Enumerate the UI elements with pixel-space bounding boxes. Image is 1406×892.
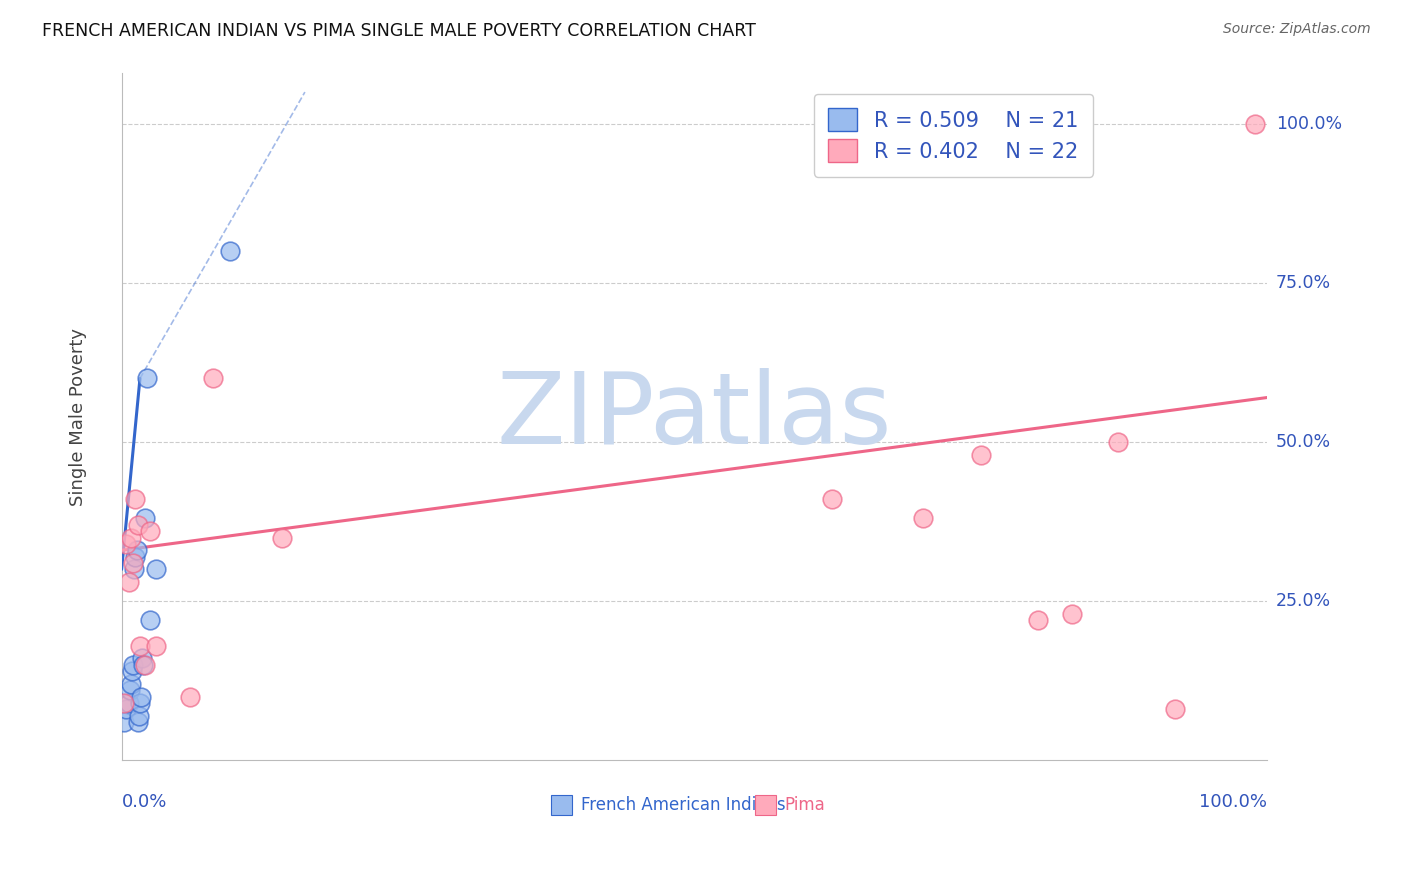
FancyBboxPatch shape (551, 796, 572, 814)
Point (121, 664, 143, 678)
FancyBboxPatch shape (755, 796, 776, 814)
Point (129, 690, 152, 704)
Text: 0.0%: 0.0% (122, 793, 167, 812)
Point (145, 562, 167, 576)
Point (131, 651, 153, 665)
Text: Source: ZipAtlas.com: Source: ZipAtlas.com (1223, 22, 1371, 37)
Point (117, 696, 139, 710)
Text: 50.0%: 50.0% (1277, 434, 1331, 451)
Text: 75.0%: 75.0% (1277, 274, 1331, 292)
Text: Single Male Poverty: Single Male Poverty (69, 327, 87, 506)
Point (115, 537, 138, 551)
Point (125, 543, 148, 558)
Point (122, 556, 145, 570)
Point (1107, 435, 1129, 450)
Point (912, 511, 935, 525)
Point (139, 524, 162, 539)
Point (1244, 117, 1267, 131)
Point (145, 639, 167, 653)
Point (115, 702, 138, 716)
Point (118, 683, 141, 698)
Point (129, 696, 152, 710)
Point (821, 492, 844, 507)
Text: Pima: Pima (785, 796, 825, 814)
Point (179, 690, 201, 704)
Legend: R = 0.509    N = 21, R = 0.402    N = 22: R = 0.509 N = 21, R = 0.402 N = 22 (814, 94, 1092, 177)
Point (134, 657, 156, 672)
Point (112, 696, 135, 710)
Text: ZIPatlas: ZIPatlas (496, 368, 891, 465)
Point (122, 562, 145, 576)
Point (135, 371, 157, 385)
Point (139, 613, 162, 627)
Point (271, 531, 294, 545)
Point (120, 677, 142, 691)
Point (128, 708, 150, 723)
Point (1164, 702, 1187, 716)
Point (1026, 613, 1049, 627)
Point (117, 575, 139, 590)
Point (124, 492, 146, 507)
Point (124, 549, 146, 564)
Point (134, 511, 156, 525)
Text: 25.0%: 25.0% (1277, 592, 1331, 610)
Point (112, 715, 135, 730)
Text: FRENCH AMERICAN INDIAN VS PIMA SINGLE MALE POVERTY CORRELATION CHART: FRENCH AMERICAN INDIAN VS PIMA SINGLE MA… (42, 22, 756, 40)
Point (120, 531, 142, 545)
Point (127, 715, 149, 730)
Point (202, 371, 225, 385)
Point (129, 639, 152, 653)
Point (127, 517, 149, 532)
Point (132, 657, 155, 672)
Text: 100.0%: 100.0% (1277, 115, 1343, 133)
Text: 100.0%: 100.0% (1199, 793, 1267, 812)
Point (969, 448, 991, 462)
Point (122, 657, 145, 672)
Point (219, 244, 242, 259)
Text: French American Indians: French American Indians (581, 796, 786, 814)
Point (1062, 607, 1084, 621)
